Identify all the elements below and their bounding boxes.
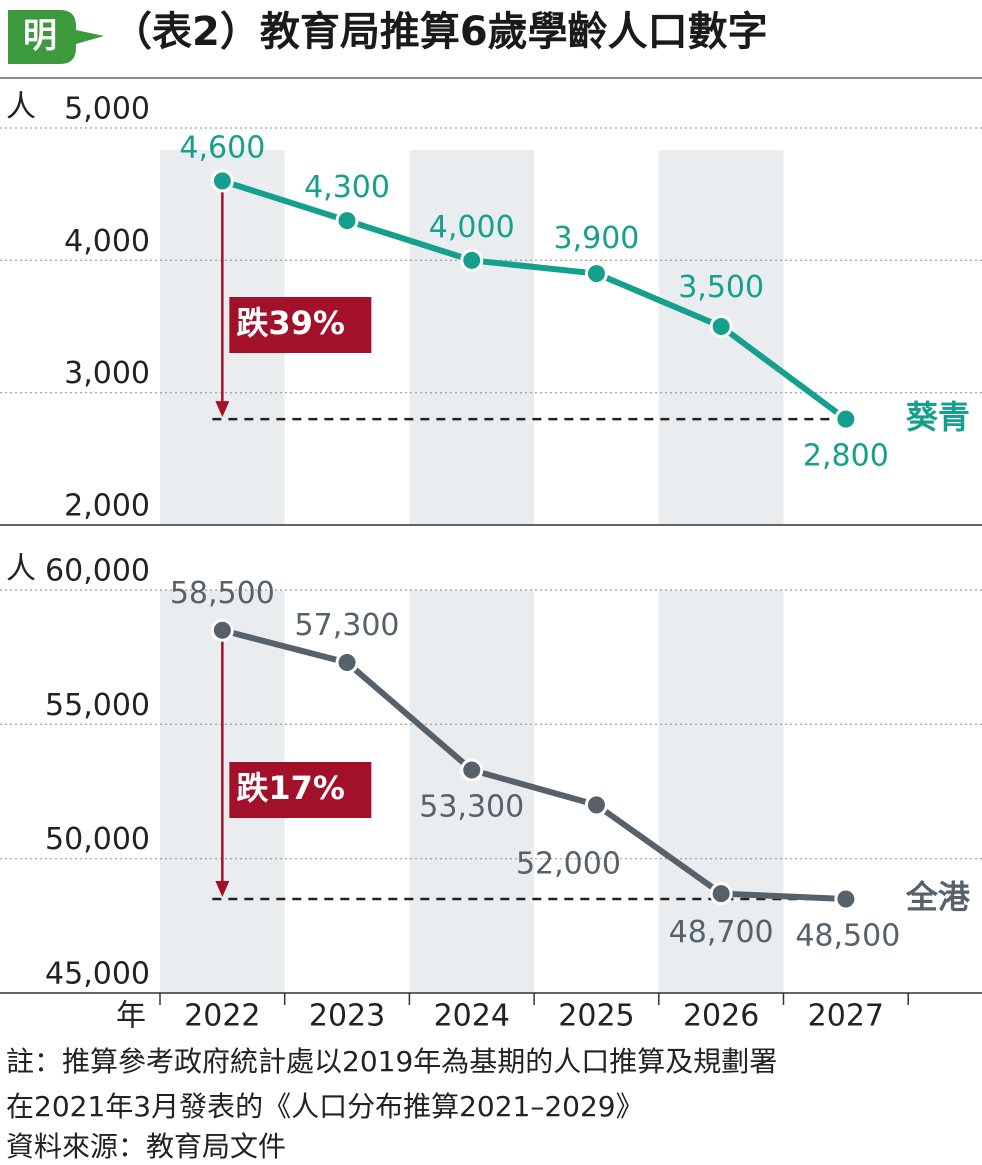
data-label: 3,900: [554, 221, 640, 256]
chart-title: （表2）教育局推算6歲學齡人口數字: [112, 9, 768, 55]
data-label: 4,300: [304, 170, 390, 205]
data-point: [460, 248, 484, 272]
x-axis-label: 年: [116, 999, 146, 1034]
y-tick-label: 4,000: [64, 224, 150, 259]
column-band: [409, 590, 535, 993]
note: 在2021年3月發表的《人口分布推算2021–2029》: [6, 1090, 644, 1123]
data-point: [584, 793, 608, 817]
data-label: 4,000: [429, 210, 515, 245]
annotation-box: [229, 762, 372, 818]
annotation: 跌39%: [236, 304, 345, 342]
data-point: [834, 407, 858, 431]
data-label: 48,500: [795, 918, 900, 953]
data-label: 3,500: [678, 270, 764, 305]
note: 資料來源：教育局文件: [6, 1130, 286, 1163]
y-tick-label: 60,000: [45, 554, 150, 589]
annotation-box: [229, 297, 372, 353]
y-tick-label: 5,000: [64, 92, 150, 127]
data-label: 58,500: [170, 576, 275, 611]
data-label: 57,300: [295, 608, 400, 643]
data-point: [584, 262, 608, 286]
data-point: [335, 651, 359, 675]
column-band: [658, 590, 784, 993]
series-label: 葵青: [906, 398, 970, 436]
y-tick-label: 50,000: [45, 822, 150, 857]
y-tick-label: 55,000: [45, 688, 150, 723]
x-tick-label: 2023: [309, 999, 385, 1034]
data-point: [210, 618, 234, 642]
data-label: 2,800: [803, 439, 889, 474]
data-point: [834, 887, 858, 911]
logo-text: 明: [23, 16, 57, 56]
y-axis-label: 人: [6, 90, 36, 125]
x-tick-label: 2024: [434, 999, 510, 1034]
column-band: [409, 150, 535, 525]
x-tick-label: 2026: [683, 999, 759, 1034]
data-label: 53,300: [419, 790, 524, 825]
annotation: 跌17%: [236, 769, 345, 807]
data-label: 48,700: [669, 915, 774, 950]
series-label: 全港: [905, 878, 971, 916]
data-point: [709, 882, 733, 906]
y-tick-label: 45,000: [45, 957, 150, 992]
x-tick-label: 2022: [184, 999, 260, 1034]
data-point: [460, 758, 484, 782]
data-label: 52,000: [516, 846, 621, 881]
y-tick-label: 3,000: [64, 356, 150, 391]
data-point: [210, 169, 234, 193]
drop-arrow-head: [215, 401, 230, 418]
data-point: [709, 315, 733, 338]
data-point: [335, 209, 359, 233]
note: 註：推算參考政府統計處以2019年為基期的人口推算及規劃署: [6, 1045, 777, 1078]
series-line: [221, 178, 848, 422]
logo-badge: [8, 10, 104, 64]
x-tick-label: 2025: [558, 999, 634, 1034]
data-label: 4,600: [179, 130, 265, 165]
x-tick-label: 2027: [808, 999, 884, 1034]
series-line: [221, 627, 846, 902]
y-tick-label: 2,000: [64, 489, 150, 524]
y-axis-label: 人: [6, 552, 36, 587]
drop-arrow-head: [215, 880, 230, 897]
